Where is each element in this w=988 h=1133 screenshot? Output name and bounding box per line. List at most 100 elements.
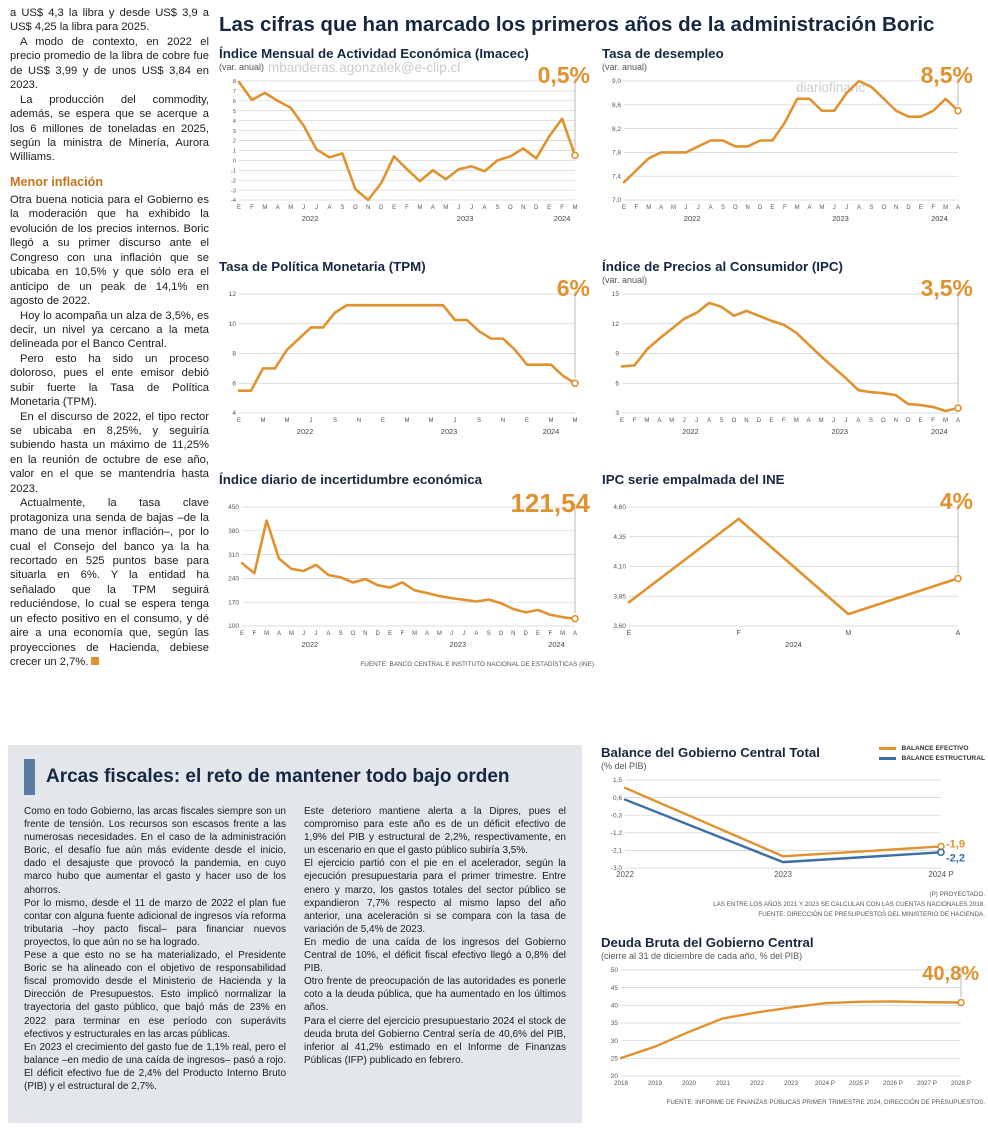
- svg-text:2027 P: 2027 P: [917, 1080, 937, 1087]
- svg-text:M: M: [943, 205, 948, 211]
- svg-text:8: 8: [233, 79, 236, 85]
- svg-text:M: M: [405, 418, 410, 424]
- svg-text:A: A: [956, 630, 961, 637]
- svg-text:F: F: [737, 630, 741, 637]
- svg-text:A: A: [657, 418, 661, 424]
- svg-text:A: A: [326, 631, 330, 637]
- svg-text:D: D: [757, 418, 762, 424]
- svg-text:S: S: [721, 205, 725, 211]
- svg-text:-2,1: -2,1: [611, 848, 623, 855]
- svg-text:S: S: [339, 631, 343, 637]
- article-paragraph-text: Actualmente, la tasa clave protagoniza u…: [10, 497, 209, 669]
- top-charts-grid: Índice Mensual de Actividad Económica (I…: [219, 46, 985, 670]
- svg-text:6: 6: [615, 380, 619, 387]
- svg-text:2024 P: 2024 P: [928, 870, 953, 879]
- svg-text:1,5: 1,5: [613, 777, 622, 784]
- svg-text:J: J: [697, 205, 700, 211]
- svg-text:S: S: [869, 205, 873, 211]
- svg-text:E: E: [240, 631, 244, 637]
- svg-text:D: D: [758, 205, 763, 211]
- svg-text:F: F: [252, 631, 256, 637]
- svg-text:10: 10: [229, 321, 237, 328]
- svg-text:40: 40: [611, 1003, 619, 1010]
- svg-text:2024: 2024: [931, 214, 948, 223]
- svg-text:J: J: [463, 631, 466, 637]
- svg-text:F: F: [405, 205, 409, 211]
- chart-plot: 450 380 310 240 170 100 E F M A M J J A S O N D E F M A M J J A S O…: [219, 501, 602, 658]
- chart-title: Índice diario de incertidumbre económica: [219, 472, 483, 487]
- article-paragraph: A modo de contexto, en 2022 el precio pr…: [10, 35, 209, 92]
- svg-text:45: 45: [611, 985, 619, 992]
- svg-text:2023: 2023: [832, 214, 849, 223]
- svg-text:J: J: [845, 418, 848, 424]
- svg-text:N: N: [357, 418, 361, 424]
- svg-text:7,0: 7,0: [612, 197, 621, 204]
- chart-big-value: 3,5%: [920, 275, 973, 301]
- legend-swatch-efectivo: [879, 747, 897, 750]
- svg-text:380: 380: [228, 528, 239, 535]
- svg-text:2021: 2021: [716, 1080, 731, 1087]
- svg-text:6: 6: [233, 99, 236, 105]
- svg-text:O: O: [499, 631, 504, 637]
- svg-text:F: F: [560, 205, 564, 211]
- fiscal-box-columns: Como en todo Gobierno, las arcas fiscale…: [24, 805, 566, 1105]
- legend-label: BALANCE ESTRUCTURAL: [901, 755, 985, 762]
- fiscal-paragraph: Otro frente de preocupación de las autor…: [304, 976, 566, 1014]
- svg-text:A: A: [431, 205, 435, 211]
- svg-text:F: F: [250, 205, 254, 211]
- svg-text:O: O: [881, 418, 886, 424]
- svg-text:M: M: [417, 205, 422, 211]
- svg-text:-0,3: -0,3: [611, 812, 623, 819]
- svg-text:E: E: [919, 418, 923, 424]
- svg-text:M: M: [261, 418, 266, 424]
- svg-text:2024: 2024: [931, 427, 948, 436]
- svg-text:J: J: [832, 418, 835, 424]
- article-paragraph: Actualmente, la tasa clave protagoniza u…: [10, 496, 209, 669]
- svg-text:O: O: [733, 205, 738, 211]
- svg-text:E: E: [392, 205, 396, 211]
- svg-text:S: S: [477, 418, 481, 424]
- svg-text:N: N: [894, 205, 898, 211]
- svg-text:M: M: [794, 418, 799, 424]
- svg-text:A: A: [956, 205, 960, 211]
- svg-text:M: M: [671, 205, 676, 211]
- svg-text:D: D: [379, 205, 384, 211]
- svg-text:2025 P: 2025 P: [849, 1080, 869, 1087]
- svg-text:F: F: [635, 205, 639, 211]
- article-paragraph: En el discurso de 2022, el tipo rector s…: [10, 410, 209, 495]
- chart-big-value: 6%: [556, 275, 590, 301]
- svg-text:A: A: [327, 205, 331, 211]
- svg-text:4,35: 4,35: [613, 534, 626, 541]
- svg-text:M: M: [289, 631, 294, 637]
- svg-text:F: F: [931, 418, 935, 424]
- svg-text:2026 P: 2026 P: [883, 1080, 903, 1087]
- end-of-article-marker-icon: [91, 657, 100, 666]
- svg-text:E: E: [536, 631, 540, 637]
- svg-text:S: S: [333, 418, 337, 424]
- article-paragraph: a US$ 4,3 la libra y desde US$ 3,9 a US$…: [10, 7, 209, 34]
- chart-subtitle: [219, 275, 602, 286]
- svg-text:20: 20: [611, 1073, 619, 1080]
- svg-text:M: M: [549, 418, 554, 424]
- svg-text:D: D: [534, 205, 539, 211]
- chart-title: Tasa de Política Monetaria (TPM): [219, 259, 426, 274]
- svg-text:N: N: [521, 205, 525, 211]
- svg-text:M: M: [264, 631, 269, 637]
- svg-text:J: J: [695, 418, 698, 424]
- svg-text:6: 6: [232, 380, 236, 387]
- chart-subtitle: (var. anual): [602, 62, 648, 72]
- svg-text:7,8: 7,8: [612, 150, 621, 157]
- svg-text:2023: 2023: [441, 427, 458, 436]
- svg-text:A: A: [276, 205, 280, 211]
- svg-text:M: M: [573, 418, 578, 424]
- svg-text:5: 5: [233, 109, 236, 115]
- svg-text:25: 25: [611, 1056, 619, 1063]
- chart-subtitle: (cierre al 31 de diciembre de cada año, …: [601, 951, 803, 962]
- chart-subtitle: (var. anual): [602, 275, 648, 285]
- legend-item: BALANCE EFECTIVO: [879, 745, 985, 752]
- svg-text:O: O: [351, 631, 356, 637]
- article-paragraph: La producción del commodity, además, se …: [10, 93, 209, 164]
- svg-text:2023: 2023: [449, 640, 466, 649]
- svg-text:2022: 2022: [297, 427, 314, 436]
